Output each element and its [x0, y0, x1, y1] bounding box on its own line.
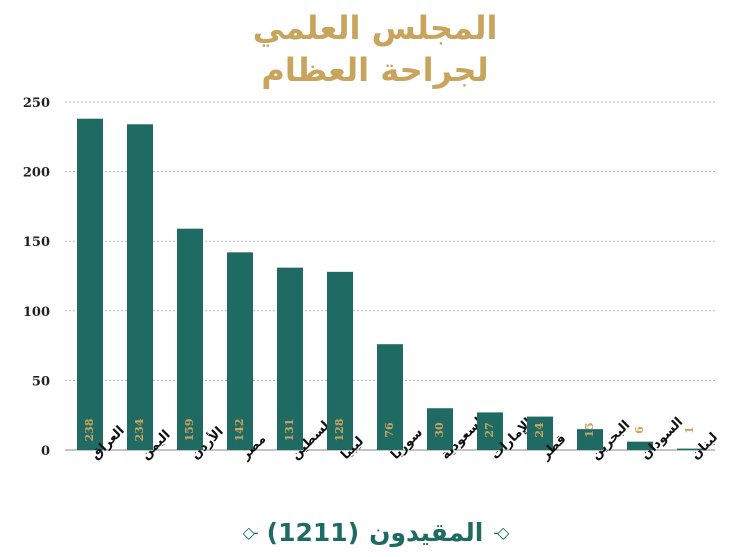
bar	[277, 267, 303, 450]
bar	[677, 448, 703, 450]
bar	[577, 429, 603, 450]
y-tick-label: 100	[23, 305, 50, 320]
registered-label: المقيدون	[369, 517, 484, 547]
bar	[377, 344, 403, 450]
data-label: 159	[183, 419, 196, 442]
chart-title-line-1: المجلس العلمي	[252, 9, 498, 47]
data-label: 1	[683, 426, 696, 434]
y-tick-label: 200	[23, 166, 50, 181]
data-label: 142	[233, 419, 246, 442]
data-label: 30	[433, 422, 446, 438]
data-label: 128	[333, 418, 346, 441]
data-label: 131	[283, 419, 296, 442]
bar	[227, 252, 253, 450]
y-tick-label: 150	[23, 235, 50, 250]
x-tick-label: السودان	[638, 415, 686, 463]
registered-count: (1211)	[266, 517, 360, 547]
y-tick-label: 250	[23, 96, 50, 111]
data-label: 76	[383, 422, 396, 438]
bar	[127, 124, 153, 450]
bar	[327, 271, 353, 450]
data-label: 24	[533, 422, 546, 438]
diamond-ornament-icon: ◇-	[493, 522, 509, 542]
bar	[77, 118, 103, 450]
data-label: 27	[483, 422, 496, 437]
chart-title-line-2: لجراحة العظام	[261, 51, 489, 89]
data-label: 6	[633, 426, 646, 434]
data-label: 234	[133, 418, 146, 441]
diamond-ornament-icon: -◇	[242, 522, 259, 542]
bar	[177, 228, 203, 450]
data-label: 15	[583, 422, 596, 437]
bar	[627, 441, 653, 450]
bar	[527, 416, 553, 450]
x-tick-label: لبنان	[688, 430, 721, 463]
data-label: 238	[83, 418, 96, 441]
y-tick-label: 0	[41, 444, 50, 459]
bar	[477, 412, 503, 450]
bar	[427, 408, 453, 450]
footer-caption: ◇- المقيدون (1211) -◇	[0, 512, 750, 552]
y-tick-label: 50	[32, 374, 50, 389]
